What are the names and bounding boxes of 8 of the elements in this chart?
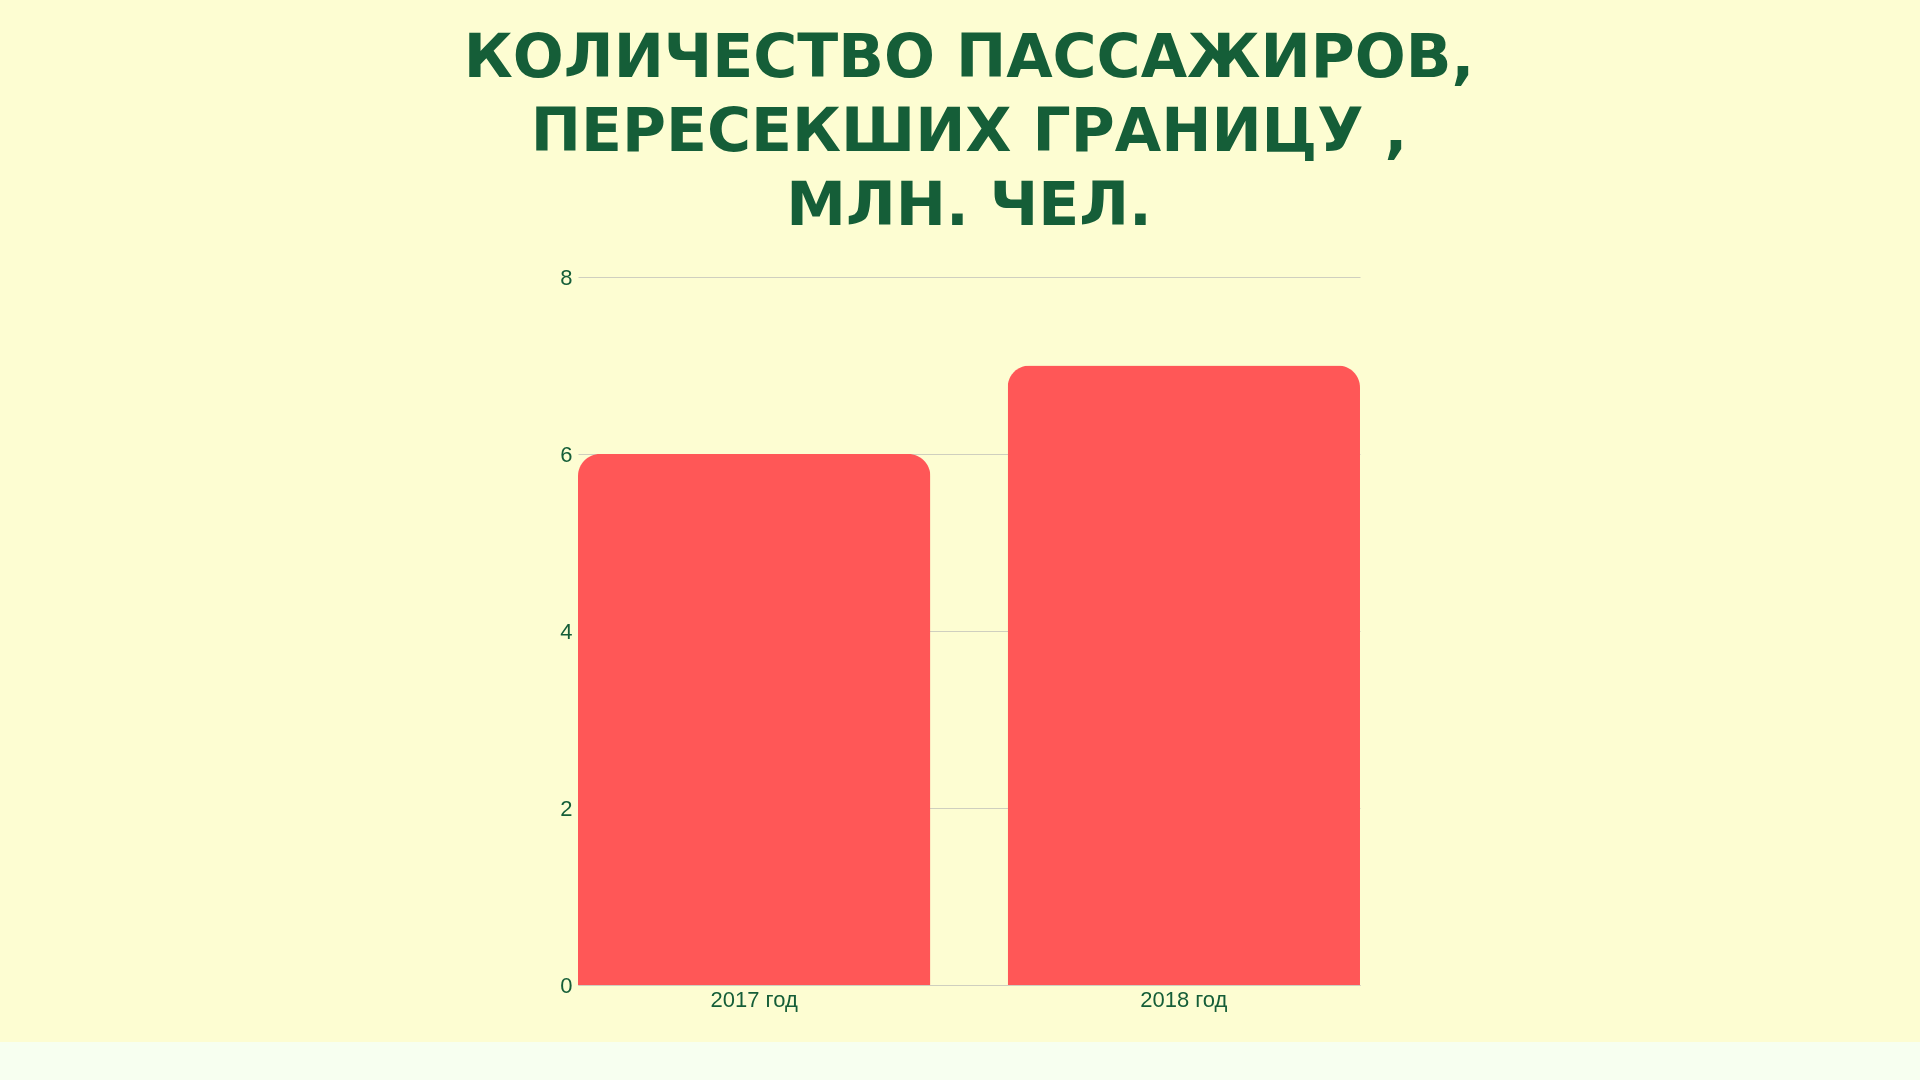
chart-title: КОЛИЧЕСТВО ПАССАЖИРОВ, ПЕРЕСЕКШИХ ГРАНИЦУ , МЛН. ЧЕЛ. <box>463 21 1475 239</box>
y-tick-label: 4 <box>560 618 573 644</box>
y-tick-label: 6 <box>560 441 573 467</box>
y-tick-label: 8 <box>560 264 573 290</box>
y-tick-label: 2 <box>560 795 573 821</box>
x-tick-label: 2017 год <box>710 986 798 1012</box>
x-tick-label: 2018 год <box>1140 986 1228 1012</box>
y-tick-label: 0 <box>560 972 573 998</box>
